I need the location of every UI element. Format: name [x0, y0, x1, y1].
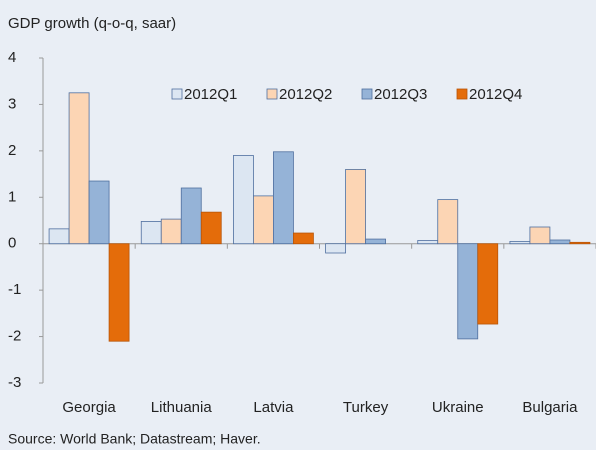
legend-swatch — [456, 88, 468, 100]
bar — [48, 228, 70, 245]
legend-label: 2012Q4 — [469, 86, 522, 103]
chart-title: GDP growth (q-o-q, saar) — [8, 15, 176, 32]
bar — [417, 240, 439, 245]
bar — [200, 211, 222, 245]
y-tick-label: -1 — [8, 281, 21, 298]
bar — [140, 221, 162, 245]
x-tick-label: Ukraine — [432, 399, 484, 416]
y-tick-label: 2 — [8, 142, 16, 159]
bar — [88, 180, 110, 245]
legend-swatch — [266, 88, 278, 100]
x-tick-label: Georgia — [62, 399, 116, 416]
bar — [180, 187, 202, 245]
x-tick-label: Latvia — [253, 399, 294, 416]
bar — [569, 241, 591, 245]
x-tick-label: Turkey — [343, 399, 389, 416]
x-tick-label: Lithuania — [151, 399, 213, 416]
bar — [477, 243, 499, 325]
y-tick-label: 1 — [8, 188, 16, 205]
y-tick-label: -2 — [8, 328, 21, 345]
bar — [437, 199, 459, 245]
bar — [108, 243, 130, 342]
y-tick-label: 0 — [8, 235, 16, 252]
legend-label: 2012Q2 — [279, 86, 332, 103]
bar — [509, 240, 531, 245]
bar — [549, 239, 571, 245]
x-tick-label: Bulgaria — [522, 399, 578, 416]
y-tick-label: 3 — [8, 95, 16, 112]
bar — [345, 169, 366, 245]
y-tick-label: -3 — [8, 374, 21, 391]
y-tick-label: 4 — [8, 49, 16, 66]
bar — [325, 243, 346, 254]
bar — [160, 218, 182, 245]
bar — [273, 151, 294, 245]
legend-label: 2012Q3 — [374, 86, 427, 103]
bar — [457, 243, 479, 340]
source-note: Source: World Bank; Datastream; Haver. — [8, 431, 261, 447]
bar — [293, 232, 314, 245]
bar — [253, 195, 274, 245]
bar — [529, 226, 551, 245]
legend-swatch — [361, 88, 373, 100]
legend-swatch — [171, 88, 183, 100]
bar — [68, 92, 90, 245]
bar — [365, 238, 386, 245]
legend-label: 2012Q1 — [184, 86, 237, 103]
bar — [233, 155, 254, 245]
